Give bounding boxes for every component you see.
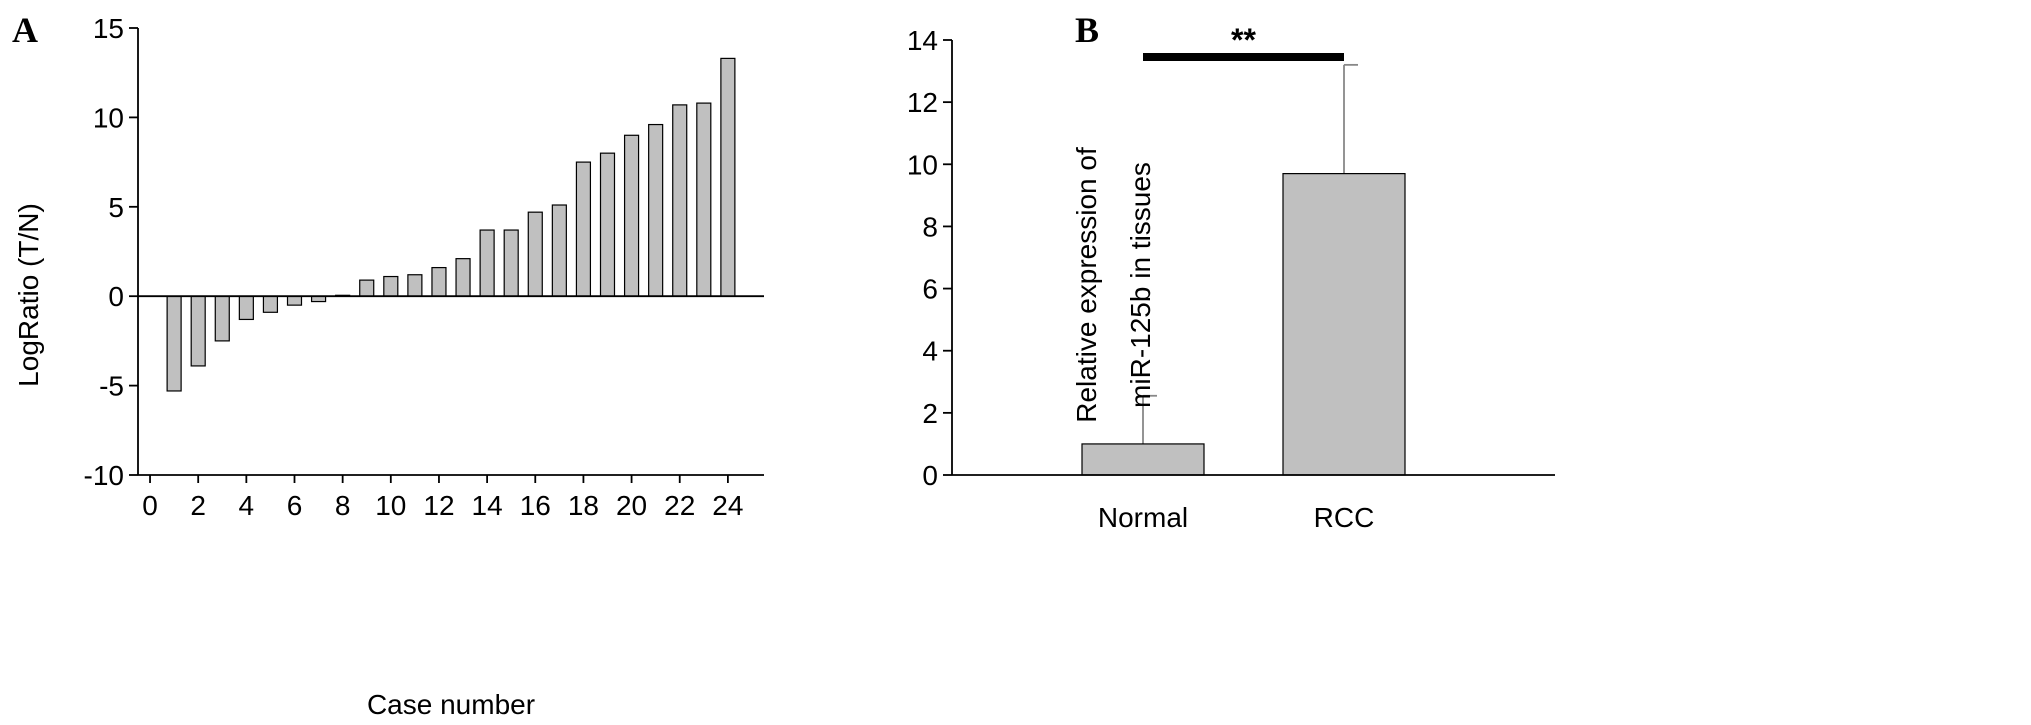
panel-b-y-tick-label: 8 bbox=[922, 211, 938, 242]
panel-a-y-tick-label: 5 bbox=[108, 192, 124, 223]
panel-a-bar bbox=[191, 296, 205, 366]
panel-a-x-tick-label: 8 bbox=[335, 490, 351, 521]
panel-a-y-tick-label: 0 bbox=[108, 281, 124, 312]
panel-b-category-label: Normal bbox=[1098, 502, 1188, 533]
panel-b-bar bbox=[1283, 174, 1405, 475]
panel-a-bar bbox=[552, 205, 566, 296]
panel-a-bars bbox=[167, 58, 735, 391]
panel-b-significance-label: ** bbox=[1231, 22, 1256, 58]
panel-a-bar bbox=[601, 153, 615, 296]
panel-a-bar bbox=[504, 230, 518, 296]
panel-a-bar bbox=[360, 280, 374, 296]
panel-a-bar bbox=[673, 105, 687, 296]
panel-b-category-labels: Normal RCC bbox=[1098, 502, 1374, 533]
panel-a-x-tick-label: 18 bbox=[568, 490, 599, 521]
panel-a-x-axis-label: Case number bbox=[367, 689, 535, 720]
panel-a-y-tick-label: -10 bbox=[84, 460, 124, 491]
panel-a-x-tick-label: 4 bbox=[239, 490, 255, 521]
panel-b-y-tick-label: 4 bbox=[922, 336, 938, 367]
panel-b-y-axis-label-line-2: miR-125b in tissues bbox=[1125, 162, 1156, 408]
panel-a-y-axis-label: LogRatio (T/N) bbox=[13, 203, 44, 387]
panel-b-y-axis-label-line-1: Relative expression of bbox=[1071, 147, 1102, 423]
panel-b-y-tick-label: 12 bbox=[907, 87, 938, 118]
panel-a-bar bbox=[649, 125, 663, 297]
panel-a-x-tick-label: 10 bbox=[375, 490, 406, 521]
panel-a-x-tick-label: 6 bbox=[287, 490, 303, 521]
panel-a-bar bbox=[456, 259, 470, 297]
panel-a-y-tick-label: -5 bbox=[99, 371, 124, 402]
panel-a-x-tick-label: 0 bbox=[142, 490, 158, 521]
panel-a-x-ticks: 0 2 4 6 8 10 12 14 16 18 20 22 24 bbox=[142, 475, 743, 521]
panel-a-bar bbox=[576, 162, 590, 296]
panel-b-letter: B bbox=[1075, 10, 1099, 50]
panel-b-y-tick-label: 6 bbox=[922, 274, 938, 305]
panel-a-bar bbox=[384, 277, 398, 297]
panel-a-bar bbox=[697, 103, 711, 296]
panel-a-bar bbox=[480, 230, 494, 296]
panel-b-y-tick-label: 14 bbox=[907, 25, 938, 56]
panel-b-y-tick-label: 0 bbox=[922, 460, 938, 491]
panel-a-bar bbox=[239, 296, 253, 319]
panel-a-y-tick-label: 15 bbox=[93, 13, 124, 44]
panel-a-bar bbox=[215, 296, 229, 341]
panel-a-bar bbox=[432, 268, 446, 297]
panel-a-letter: A bbox=[12, 10, 38, 50]
panel-a-x-tick-label: 16 bbox=[520, 490, 551, 521]
panel-a-x-tick-label: 22 bbox=[664, 490, 695, 521]
panel-b-y-tick-label: 10 bbox=[907, 149, 938, 180]
panel-b-chart: B 0 2 4 6 8 10 12 14 Normal RCC ** Relative expr… bbox=[907, 10, 1555, 533]
panel-a-x-tick-label: 14 bbox=[472, 490, 503, 521]
panel-a-bar bbox=[167, 296, 181, 391]
panel-a-bar bbox=[408, 275, 422, 296]
panel-a-x-tick-label: 2 bbox=[190, 490, 206, 521]
panel-a-bar bbox=[263, 296, 277, 312]
panel-b-y-ticks: 0 2 4 6 8 10 12 14 bbox=[907, 25, 952, 491]
panel-a-bar bbox=[721, 58, 735, 296]
panel-a-x-tick-label: 20 bbox=[616, 490, 647, 521]
panel-b-category-label: RCC bbox=[1314, 502, 1375, 533]
panel-a-bar bbox=[528, 212, 542, 296]
panel-a-bar bbox=[625, 135, 639, 296]
panel-a-x-tick-label: 24 bbox=[712, 490, 743, 521]
panel-b-y-axis-label: Relative expression of miR-125b in tissu… bbox=[1071, 147, 1156, 423]
panel-a-x-tick-label: 12 bbox=[423, 490, 454, 521]
panel-a-y-ticks: -10 -5 0 5 10 15 bbox=[84, 13, 138, 491]
panel-a-y-tick-label: 10 bbox=[93, 102, 124, 133]
panel-b-bar bbox=[1082, 444, 1204, 475]
panel-a-bar bbox=[288, 296, 302, 305]
panel-b-y-tick-label: 2 bbox=[922, 398, 938, 429]
